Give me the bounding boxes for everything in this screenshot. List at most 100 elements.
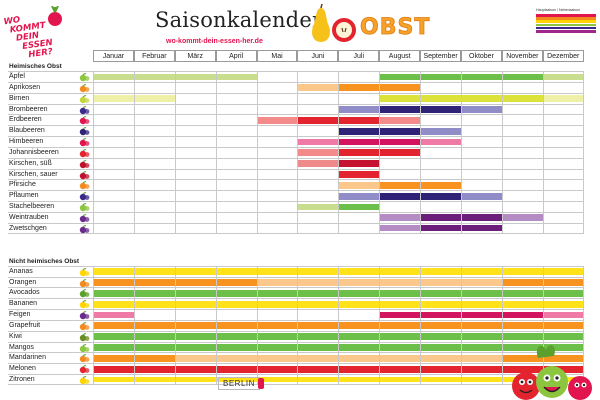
fruit-label: Brombeeren: [9, 105, 48, 113]
month-cell: [461, 169, 502, 180]
fruit-row: Ananas: [8, 265, 584, 277]
main-season-fill: [339, 127, 380, 135]
website-link[interactable]: wo-kommt-dein-essen-her.de: [166, 38, 263, 45]
currant-icon: [79, 149, 90, 158]
month-cell: [93, 202, 134, 212]
month-cell: [133, 310, 175, 320]
month-cell: [379, 191, 421, 202]
month-header-cell: Dezember: [542, 50, 584, 62]
month-cell: [297, 331, 339, 342]
main-season-fill: [380, 192, 421, 200]
fruit-name: Blaubeeren: [8, 126, 93, 136]
month-cell: [174, 147, 216, 158]
month-cell: [420, 82, 461, 93]
month-cell: [93, 364, 134, 375]
month-cell: [256, 299, 298, 310]
fruit-label: Melonen: [9, 365, 36, 373]
month-cell: [297, 320, 339, 331]
month-cell: [256, 331, 298, 342]
fruit-name: Johannisbeeren: [8, 148, 93, 158]
month-cell: [215, 72, 257, 82]
main-season-fill: [175, 279, 216, 286]
month-header-cell: Juni: [297, 50, 339, 62]
apricot-icon: [79, 84, 90, 93]
month-cell: [297, 137, 339, 147]
month-cell: [338, 266, 380, 277]
fruit-mascots: [512, 345, 592, 400]
main-season-fill: [380, 365, 421, 373]
month-cell: [215, 223, 257, 233]
month-cell: [338, 364, 380, 375]
month-cell: [133, 202, 175, 212]
month-cell: [215, 158, 257, 169]
month-cell: [379, 180, 421, 191]
month-cell: [501, 169, 543, 180]
month-cell: [420, 353, 462, 364]
main-season-fill: [380, 300, 421, 308]
month-cell: [297, 375, 339, 384]
month-cell: [256, 223, 298, 233]
key-color-bar: [536, 20, 596, 23]
month-cell: [379, 342, 421, 353]
main-season-fill: [298, 300, 339, 308]
month-cell: [501, 212, 543, 223]
month-cell: [215, 169, 257, 180]
main-season-fill: [298, 333, 339, 341]
month-cell: [501, 147, 543, 158]
month-cell: [215, 191, 257, 202]
main-season-fill: [543, 279, 583, 286]
month-cell: [93, 137, 134, 147]
main-season-fill: [134, 354, 175, 362]
month-cell: [256, 288, 298, 299]
month-cell: [338, 180, 380, 191]
month-cell: [133, 353, 175, 364]
footer: BERLIN: [8, 376, 508, 396]
fruit-name: Pfirsiche: [8, 180, 93, 190]
main-season-fill: [339, 268, 380, 275]
month-cell: [215, 288, 257, 299]
month-cell: [297, 212, 338, 223]
month-cell: [256, 169, 298, 180]
month-cell: [133, 180, 175, 191]
main-season-fill: [380, 127, 421, 135]
main-season-fill: [298, 116, 339, 124]
main-season-fill: [421, 365, 462, 373]
month-cell: [542, 147, 584, 158]
key-color-bar: [536, 14, 596, 17]
side-season-fill: [421, 354, 462, 362]
month-cell: [461, 266, 502, 277]
month-cell: [501, 223, 543, 233]
main-season-fill: [134, 279, 175, 286]
plum-icon: [79, 192, 90, 201]
month-cell: [501, 104, 543, 115]
main-season-fill: [175, 289, 216, 297]
main-season-fill: [421, 300, 462, 308]
month-header-cell: November: [501, 50, 543, 62]
month-cell: [542, 310, 584, 320]
main-season-fill: [339, 376, 380, 383]
fruit-row: Kirschen, süß: [8, 157, 584, 169]
side-season-fill: [298, 203, 339, 211]
main-season-fill: [94, 268, 134, 275]
fruit-row: Pfirsiche: [8, 179, 584, 191]
main-season-fill: [257, 322, 298, 330]
fruit-label: Blaubeeren: [9, 127, 45, 135]
main-season-fill: [462, 73, 502, 81]
month-cell: [215, 147, 257, 158]
fruit-name: Weintrauben: [8, 213, 93, 223]
month-cell: [93, 82, 134, 93]
month-cell: [93, 169, 134, 180]
main-season-fill: [380, 376, 421, 383]
main-season-fill: [216, 300, 257, 308]
month-cell: [174, 169, 216, 180]
fruit-label: Mandarinen: [9, 354, 46, 362]
main-season-fill: [421, 192, 462, 200]
fruit-name: Äpfel: [8, 72, 93, 82]
month-cell: [338, 342, 380, 353]
month-cell: [420, 342, 462, 353]
season-key: Hauptsaison / Nebensaison: [536, 8, 596, 33]
berlin-bear-icon: [258, 378, 264, 389]
month-cell: [338, 223, 379, 233]
main-season-fill: [134, 289, 175, 297]
main-season-fill: [339, 160, 380, 168]
